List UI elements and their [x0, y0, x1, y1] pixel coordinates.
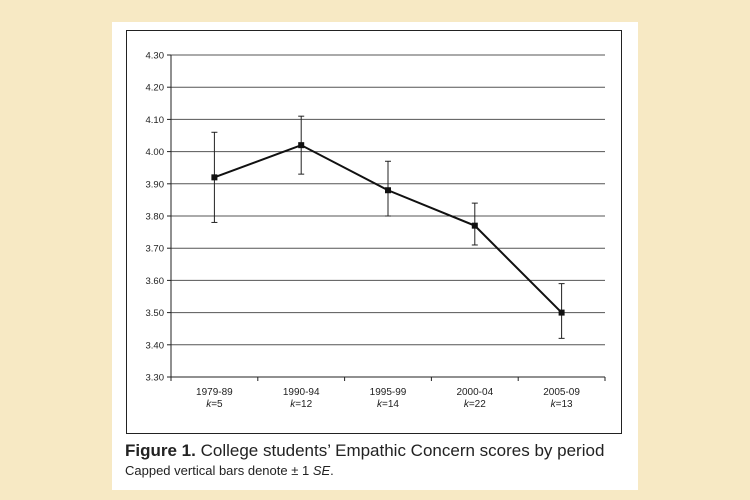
- y-tick-label: 4.00: [146, 147, 165, 158]
- y-tick-label: 3.30: [146, 373, 165, 384]
- figure-card: 4.30 4.20 4.10 4.00 3.90 3.80 3.70 3.60 3.50 3.40…: [112, 22, 638, 490]
- caption-note-se: SE: [312, 463, 331, 478]
- caption-note-prefix: Capped vertical bars denote ± 1: [125, 463, 313, 478]
- y-tick-label: 3.70: [146, 244, 165, 255]
- x-tick-label: 1979-89: [196, 387, 233, 398]
- figure-caption: Figure 1. College students’ Empathic Con…: [125, 440, 630, 480]
- x-k-label: k=22: [464, 399, 486, 410]
- caption-note: Capped vertical bars denote ± 1 SE.: [125, 462, 630, 480]
- y-tick-label: 4.30: [146, 51, 165, 62]
- y-tick-label: 3.60: [146, 276, 165, 287]
- caption-note-suffix: .: [330, 463, 334, 478]
- plot-frame: 4.30 4.20 4.10 4.00 3.90 3.80 3.70 3.60 3.50 3.40…: [126, 30, 622, 434]
- line-chart: 4.30 4.20 4.10 4.00 3.90 3.80 3.70 3.60 3.50 3.40…: [146, 51, 606, 410]
- y-tick-label: 3.80: [146, 212, 165, 223]
- y-tick-label: 4.10: [146, 115, 165, 126]
- x-k-label: k=12: [290, 399, 312, 410]
- caption-title: Figure 1. College students’ Empathic Con…: [125, 440, 630, 462]
- x-tick-label: 2005-09: [543, 387, 580, 398]
- x-tick-label: 1990-94: [283, 387, 320, 398]
- x-tick-label: 2000-04: [456, 387, 493, 398]
- y-tick-label: 4.20: [146, 83, 165, 94]
- data-point: [298, 142, 305, 149]
- x-tick-label: 1995-99: [370, 387, 407, 398]
- figure-label: Figure 1.: [125, 441, 196, 460]
- data-point: [385, 187, 391, 194]
- x-k-label: k=14: [377, 399, 399, 410]
- x-k-label: k=5: [206, 399, 223, 410]
- y-tick-label: 3.40: [146, 340, 165, 351]
- data-point: [211, 174, 218, 181]
- data-point: [558, 309, 565, 316]
- y-tick-label: 3.90: [146, 179, 165, 190]
- y-tick-label: 3.50: [146, 308, 165, 319]
- x-k-label: k=13: [551, 399, 573, 410]
- caption-text: College students’ Empathic Concern score…: [200, 441, 605, 460]
- data-point: [471, 222, 478, 229]
